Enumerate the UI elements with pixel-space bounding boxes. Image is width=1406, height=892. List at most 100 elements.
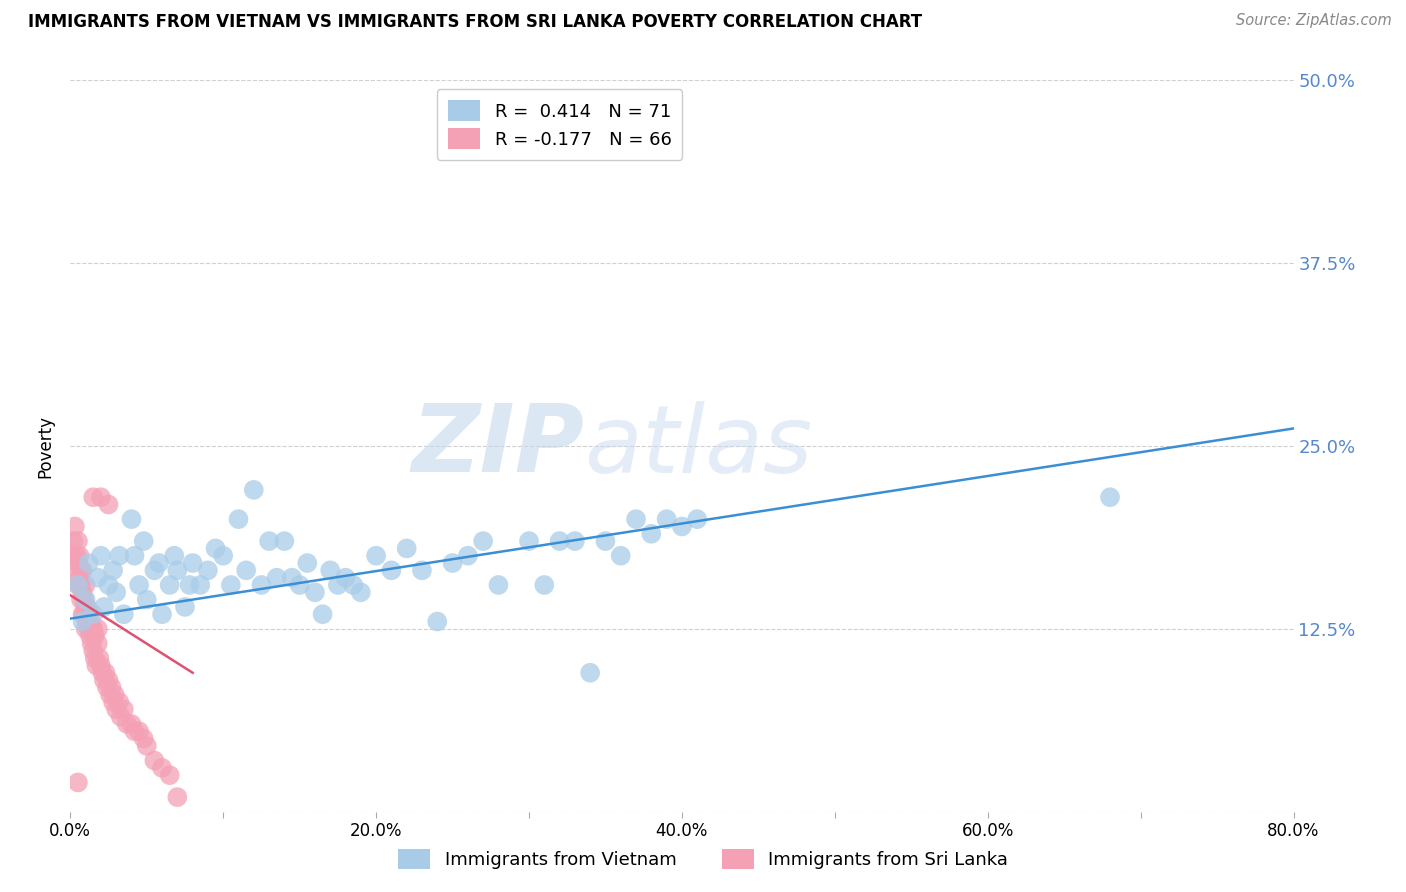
Point — [115, 717, 138, 731]
Point — [104, 688, 127, 702]
Point — [66, 578, 89, 592]
Point — [533, 578, 555, 592]
Point — [101, 695, 124, 709]
Point — [212, 549, 235, 563]
Point — [70, 578, 93, 592]
Point — [143, 563, 166, 577]
Point — [87, 571, 110, 585]
Point — [66, 775, 89, 789]
Text: atlas: atlas — [583, 401, 813, 491]
Point — [72, 615, 94, 629]
Point — [250, 578, 273, 592]
Point — [91, 665, 114, 680]
Point — [93, 599, 115, 614]
Point — [257, 534, 280, 549]
Point — [128, 724, 150, 739]
Point — [79, 629, 101, 643]
Point — [76, 599, 98, 614]
Point — [69, 578, 91, 592]
Point — [163, 549, 186, 563]
Point — [97, 673, 120, 687]
Point — [472, 534, 495, 549]
Point — [488, 578, 510, 592]
Point — [686, 512, 709, 526]
Point — [342, 578, 364, 592]
Point — [82, 490, 104, 504]
Point — [73, 592, 96, 607]
Point — [79, 615, 101, 629]
Point — [62, 534, 84, 549]
Text: ZIP: ZIP — [411, 400, 583, 492]
Text: IMMIGRANTS FROM VIETNAM VS IMMIGRANTS FROM SRI LANKA POVERTY CORRELATION CHART: IMMIGRANTS FROM VIETNAM VS IMMIGRANTS FR… — [28, 13, 922, 31]
Point — [441, 556, 464, 570]
Point — [273, 534, 295, 549]
Point — [94, 665, 117, 680]
Point — [135, 592, 157, 607]
Point — [266, 571, 288, 585]
Point — [112, 607, 135, 622]
Point — [83, 651, 105, 665]
Point — [197, 563, 219, 577]
Point — [72, 563, 94, 577]
Point — [65, 549, 87, 563]
Point — [166, 563, 188, 577]
Point — [610, 549, 633, 563]
Point — [72, 607, 94, 622]
Point — [77, 607, 100, 622]
Point — [65, 563, 87, 577]
Point — [411, 563, 433, 577]
Point — [90, 490, 112, 504]
Point — [288, 578, 311, 592]
Point — [100, 681, 122, 695]
Point — [97, 578, 120, 592]
Point — [395, 541, 418, 556]
Point — [97, 498, 120, 512]
Point — [70, 563, 93, 577]
Point — [228, 512, 250, 526]
Point — [108, 549, 131, 563]
Point — [132, 731, 155, 746]
Legend: Immigrants from Vietnam, Immigrants from Sri Lanka: Immigrants from Vietnam, Immigrants from… — [388, 839, 1018, 879]
Text: Source: ZipAtlas.com: Source: ZipAtlas.com — [1236, 13, 1392, 29]
Point — [380, 563, 402, 577]
Point — [564, 534, 586, 549]
Point — [98, 688, 121, 702]
Point — [335, 571, 357, 585]
Point — [150, 607, 173, 622]
Point — [457, 549, 479, 563]
Point — [426, 615, 449, 629]
Point — [69, 571, 91, 585]
Point — [128, 578, 150, 592]
Point — [75, 599, 97, 614]
Point — [112, 702, 135, 716]
Point — [77, 556, 100, 570]
Point — [135, 739, 157, 753]
Point — [166, 790, 188, 805]
Point — [73, 607, 96, 622]
Point — [1099, 490, 1122, 504]
Point — [82, 622, 104, 636]
Point — [143, 754, 166, 768]
Point — [159, 578, 181, 592]
Point — [159, 768, 181, 782]
Point — [96, 681, 118, 695]
Point — [89, 651, 111, 665]
Point — [121, 512, 143, 526]
Point — [110, 709, 132, 723]
Point — [75, 578, 97, 592]
Point — [69, 549, 91, 563]
Point — [235, 563, 257, 577]
Point — [63, 519, 86, 533]
Point — [87, 636, 110, 650]
Point — [77, 622, 100, 636]
Point — [66, 534, 89, 549]
Point — [179, 578, 201, 592]
Point — [76, 615, 98, 629]
Point — [124, 549, 146, 563]
Point — [366, 549, 388, 563]
Point — [66, 556, 89, 570]
Y-axis label: Poverty: Poverty — [37, 415, 55, 477]
Point — [219, 578, 242, 592]
Point — [517, 534, 540, 549]
Point — [66, 578, 89, 592]
